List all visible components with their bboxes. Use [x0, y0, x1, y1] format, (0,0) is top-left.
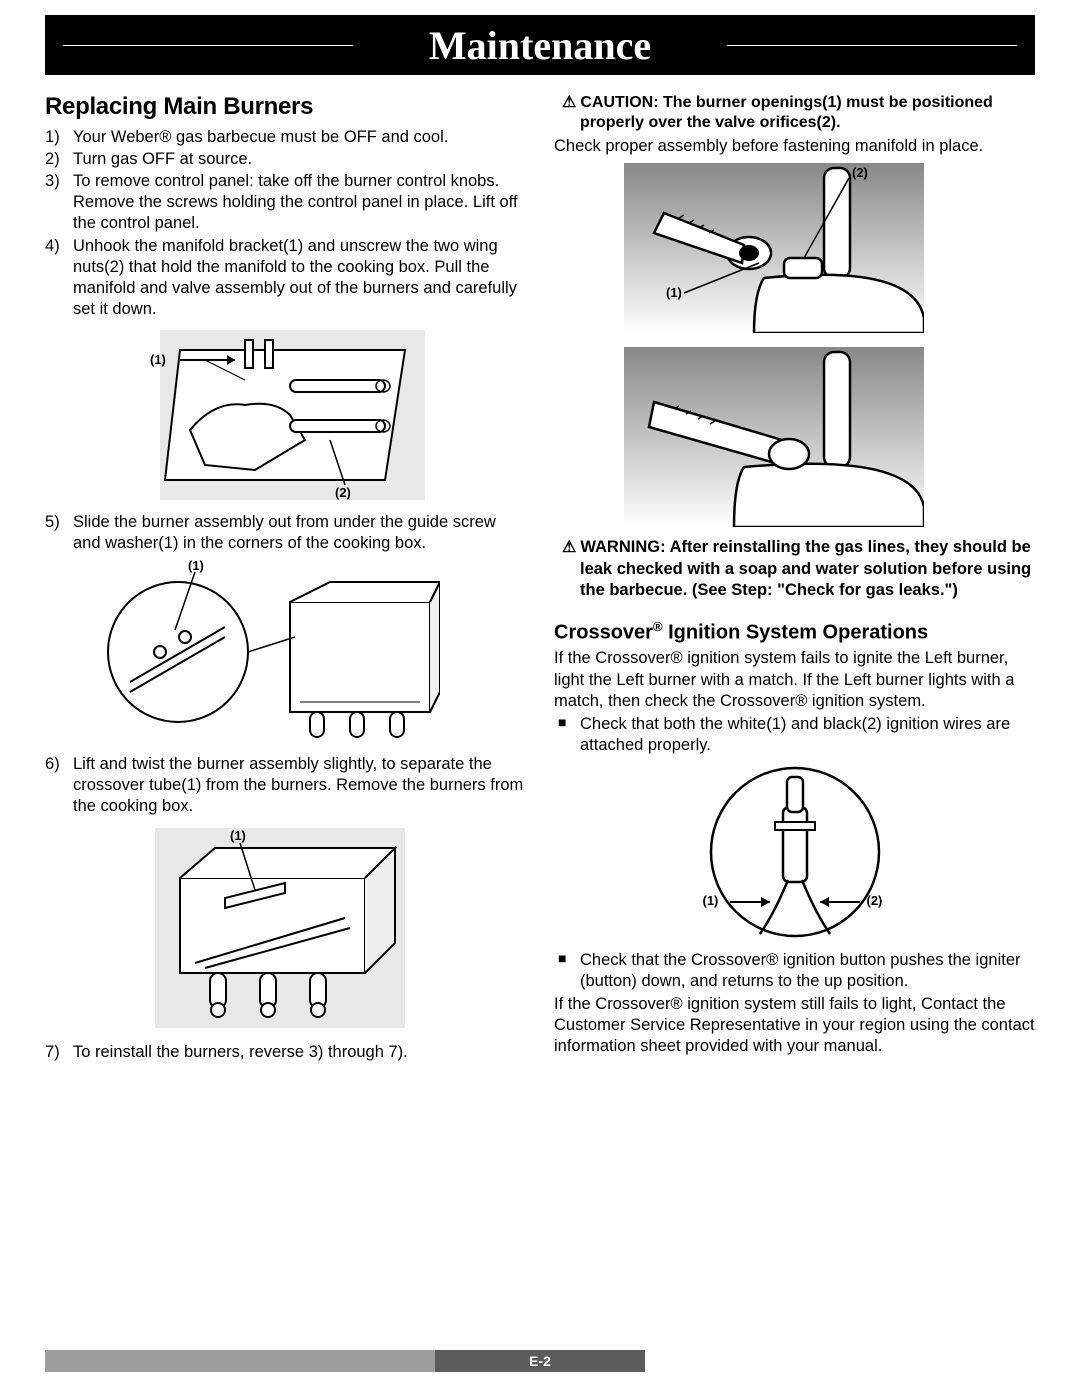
banner-rule-left [63, 45, 353, 46]
content-columns: Replacing Main Burners Your Weber® gas b… [45, 93, 1035, 1064]
page-container: Maintenance Replacing Main Burners Your … [0, 0, 1080, 1064]
footer-page-number: E-2 [435, 1350, 645, 1372]
steps-list-5: Slide the burner assembly out from under… [45, 512, 526, 554]
figD-label-1: (1) [703, 893, 719, 908]
figure-orifice2-svg [624, 347, 924, 527]
figure-crossover-svg [155, 828, 405, 1028]
steps-list-7: To reinstall the burners, reverse 3) thr… [45, 1042, 526, 1063]
fig3-label-1: (1) [230, 828, 246, 843]
crossover-checklist-1: Check that both the white(1) and black(2… [554, 714, 1035, 756]
figure-orifice-1: (1) (2) [624, 163, 924, 333]
figure-orifice1-svg [624, 163, 924, 333]
figure-crossover-tube: (1) [155, 828, 405, 1028]
check-assembly-text: Check proper assembly before fastening m… [554, 136, 1035, 157]
crossover-heading-pre: Crossover [554, 621, 653, 643]
footer-bar: E-2 [45, 1350, 1035, 1372]
footer-right [645, 1350, 1035, 1372]
right-column: CAUTION: The burner openings(1) must be … [554, 93, 1035, 1064]
warning-prefix: WARNING: [580, 538, 665, 556]
step-2: Turn gas OFF at source. [45, 149, 526, 170]
steps-list-6: Lift and twist the burner assembly sligh… [45, 754, 526, 817]
crossover-intro: If the Crossover® ignition system fails … [554, 648, 1035, 711]
registered-icon: ® [653, 619, 663, 634]
caution-prefix: CAUTION: [580, 94, 658, 111]
caution-icon [562, 94, 580, 111]
warning-text: WARNING: After reinstalling the gas line… [580, 537, 1035, 601]
crossover-checklist-2: Check that the Crossover® ignition butto… [554, 950, 1035, 992]
banner-title: Maintenance [429, 22, 651, 69]
figA-label-1: (1) [666, 285, 682, 300]
figure-manifold-svg [135, 330, 425, 500]
steps-list-1-4: Your Weber® gas barbecue must be OFF and… [45, 127, 526, 320]
footer-left [45, 1350, 435, 1372]
crossover-bullet-1: Check that both the white(1) and black(2… [554, 714, 1035, 756]
step-1: Your Weber® gas barbecue must be OFF and… [45, 127, 526, 148]
figure-orifice-2 [624, 347, 924, 527]
figure-burner-guide: (1) [100, 562, 440, 742]
step-5: Slide the burner assembly out from under… [45, 512, 526, 554]
fig2-label-1: (1) [188, 558, 204, 573]
left-column: Replacing Main Burners Your Weber® gas b… [45, 93, 526, 1064]
fig1-label-1: (1) [150, 352, 166, 367]
figA-label-2: (2) [852, 165, 868, 180]
crossover-bullet-2: Check that the Crossover® ignition butto… [554, 950, 1035, 992]
banner-rule-right [727, 45, 1017, 46]
figure-igniter-svg [675, 762, 915, 942]
figure-manifold-removal: (1) (2) [135, 330, 425, 500]
step-7: To reinstall the burners, reverse 3) thr… [45, 1042, 526, 1063]
step-6: Lift and twist the burner assembly sligh… [45, 754, 526, 817]
step-3: To remove control panel: take off the bu… [45, 171, 526, 234]
figD-label-2: (2) [867, 893, 883, 908]
heading-replacing-burners: Replacing Main Burners [45, 93, 526, 121]
figure-guide-svg [100, 562, 440, 742]
crossover-heading-post: Ignition System Operations [663, 621, 929, 643]
caution-text: CAUTION: The burner openings(1) must be … [580, 93, 1035, 134]
warning-icon [562, 538, 580, 556]
banner: Maintenance [45, 15, 1035, 75]
figure-igniter: (1) (2) [675, 762, 915, 942]
step-4: Unhook the manifold bracket(1) and unscr… [45, 236, 526, 320]
heading-crossover: Crossover® Ignition System Operations [554, 619, 1035, 645]
crossover-outro: If the Crossover® ignition system still … [554, 994, 1035, 1057]
fig1-label-2: (2) [335, 485, 351, 500]
